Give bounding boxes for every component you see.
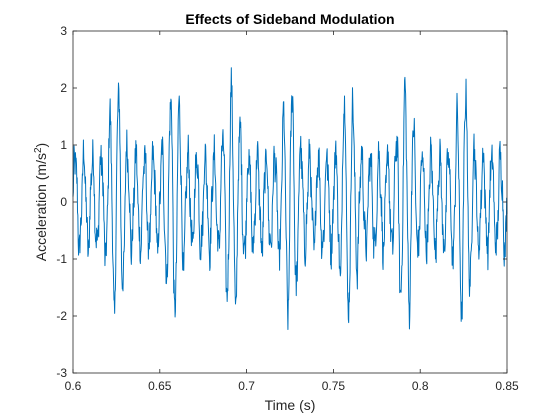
y-tick-label: 2	[60, 81, 67, 95]
x-tick-label: 0.6	[65, 379, 82, 393]
x-tick-label: 0.85	[495, 379, 519, 393]
x-tick-label: 0.7	[238, 379, 255, 393]
y-tick-label: -3	[56, 366, 67, 380]
x-axis-label: Time (s)	[265, 397, 316, 413]
y-axis-label-suffix: )	[33, 143, 49, 148]
y-tick-label: 0	[60, 195, 67, 209]
y-tick-label: 1	[60, 138, 67, 152]
y-axis-label-superscript: 2	[33, 147, 44, 153]
chart-title: Effects of Sideband Modulation	[185, 11, 394, 27]
x-tick-label: 0.65	[148, 379, 172, 393]
x-tick-label: 0.8	[412, 379, 429, 393]
y-tick-label: -1	[56, 252, 67, 266]
y-axis-label: Acceleration (m/s2)	[33, 143, 50, 261]
series-layer	[72, 67, 508, 330]
y-axis-label-main: Acceleration (m/s	[33, 153, 49, 261]
x-tick-label: 0.75	[322, 379, 346, 393]
ticks-layer: 0.6 0.65 0.7 0.75 0.8 0.85 -3 -2 -1 0 1 2 3	[56, 24, 519, 393]
y-tick-label: 3	[60, 24, 67, 38]
series-line	[72, 67, 508, 330]
y-tick-label: -2	[56, 309, 67, 323]
